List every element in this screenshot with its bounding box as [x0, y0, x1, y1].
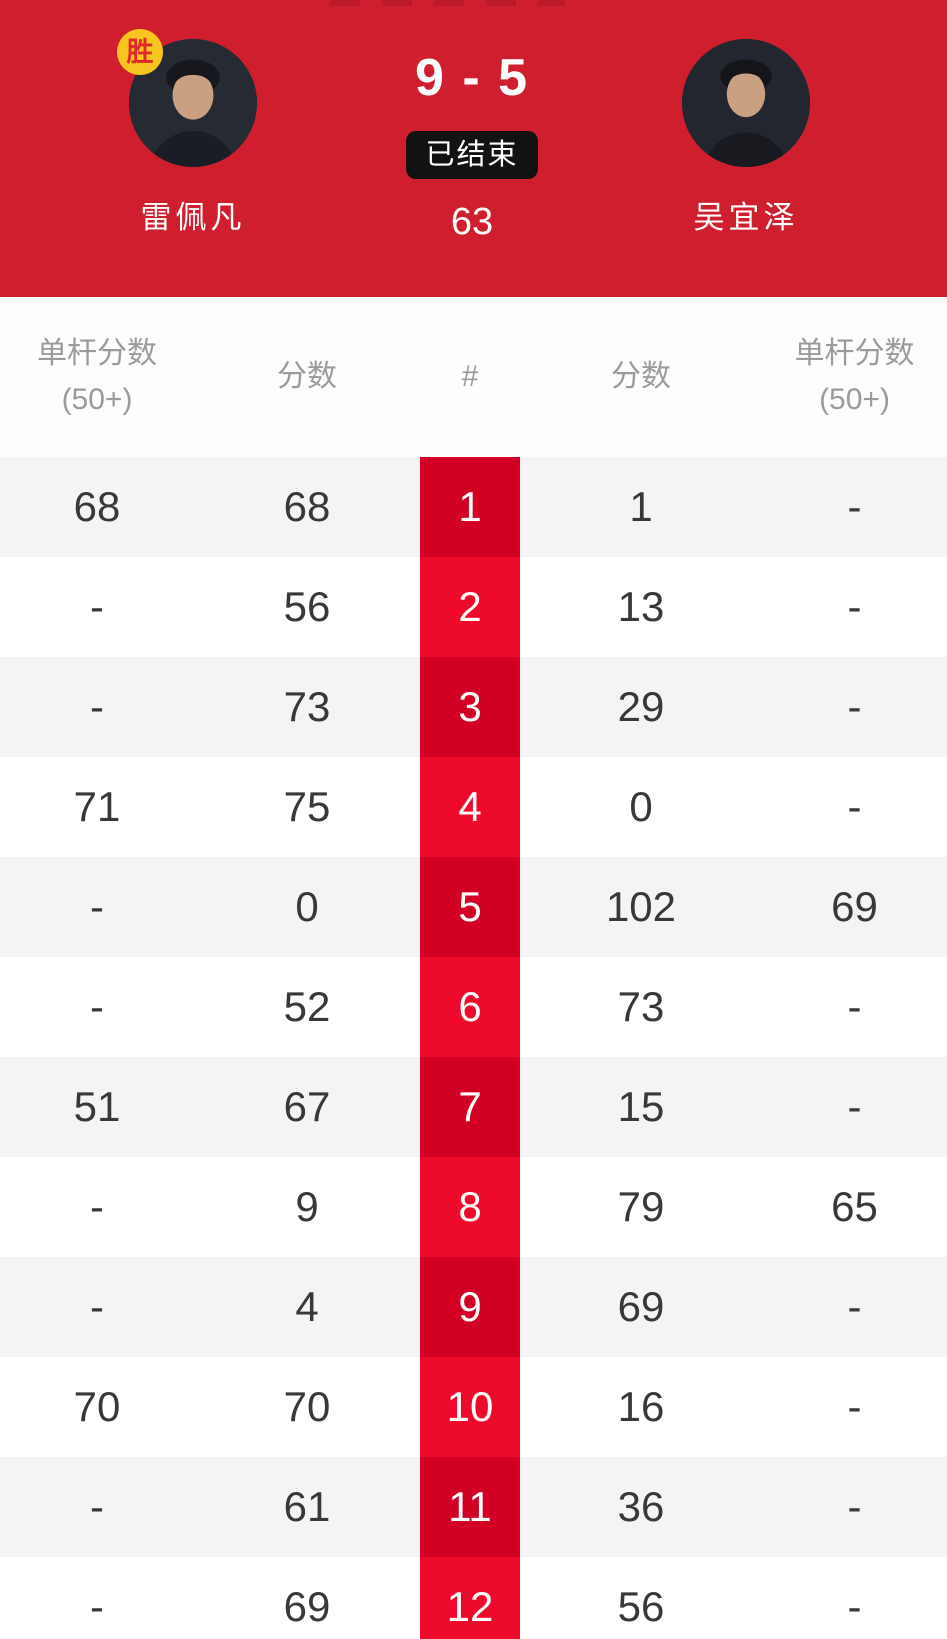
left-score-cell: 0 [295, 883, 319, 930]
right-score-cell: 79 [617, 1183, 665, 1230]
right-score-cell: 1 [629, 483, 653, 530]
right-break-cell: 65 [831, 1183, 878, 1230]
right-player-avatar[interactable] [682, 39, 810, 167]
left-score-cell: 70 [283, 1383, 331, 1430]
left-break-cell: - [90, 1183, 104, 1230]
match-header: 胜 雷佩凡 9 - 5 已结束 63 吴宜泽 [0, 0, 947, 297]
frame-number-cell: 6 [420, 957, 520, 1057]
col-header-text: (50+) [819, 383, 890, 416]
right-break-cell: - [847, 1483, 862, 1530]
frame-row: 68 68 1 1 - [0, 457, 947, 557]
left-player-name: 雷佩凡 [140, 200, 246, 235]
left-score-cell: 67 [283, 1083, 331, 1130]
frame-row: - 61 11 36 - [0, 1457, 947, 1557]
right-break-cell: - [847, 583, 862, 630]
frame-number-cell: 9 [420, 1257, 520, 1357]
frame-number-cell: 8 [420, 1157, 520, 1257]
frame-row: - 73 3 29 - [0, 657, 947, 757]
left-score-cell: 9 [295, 1183, 319, 1230]
right-score-cell: 29 [617, 683, 665, 730]
left-break-cell: - [90, 1283, 104, 1330]
left-player[interactable]: 胜 雷佩凡 [43, 0, 343, 297]
frame-number-cell: 5 [420, 857, 520, 957]
clipped-scroll-artifact [330, 0, 565, 6]
left-break-cell: 70 [73, 1383, 121, 1430]
right-break-cell: - [847, 1583, 862, 1630]
frame-row: 70 70 10 16 - [0, 1357, 947, 1457]
left-break-cell: - [90, 883, 104, 930]
left-score-cell: 73 [283, 683, 331, 730]
frame-row: 51 67 7 15 - [0, 1057, 947, 1157]
frame-row: - 0 5 102 69 [0, 857, 947, 957]
left-score-cell: 68 [283, 483, 331, 530]
match-score: 9 - 5 [414, 49, 530, 107]
left-break-cell: - [90, 983, 104, 1030]
right-break-cell: - [847, 783, 862, 830]
col-header-left-score: 分数 [194, 297, 420, 457]
left-break-cell: - [90, 583, 104, 630]
left-break-cell: 71 [73, 783, 121, 830]
right-score-cell: 73 [617, 983, 665, 1030]
col-header-text: 单杆分数 [794, 337, 915, 370]
col-header-text: # [461, 360, 479, 393]
frames-table-header: 单杆分数 (50+) 分数 # 分数 单杆分数 (50+) [0, 297, 947, 457]
match-status-badge: 已结束 [406, 131, 538, 179]
left-score-cell: 61 [283, 1483, 331, 1530]
frame-row: - 9 8 79 65 [0, 1157, 947, 1257]
right-break-cell: - [847, 1283, 862, 1330]
last-frame-score: 63 [450, 201, 494, 243]
frame-number-cell: 12 [420, 1557, 520, 1639]
left-score-cell: 75 [283, 783, 331, 830]
left-break-cell: - [90, 683, 104, 730]
right-break-cell: - [847, 683, 862, 730]
col-header-text: 分数 [277, 360, 337, 393]
left-score-cell: 52 [283, 983, 331, 1030]
left-break-cell: 51 [73, 1083, 121, 1130]
col-header-text: 单杆分数 [37, 337, 157, 370]
frame-number-cell: 1 [420, 457, 520, 557]
col-header-left-break: 单杆分数 (50+) [0, 297, 194, 457]
frame-number-cell: 11 [420, 1457, 520, 1557]
right-score-cell: 69 [617, 1283, 665, 1330]
right-score-cell: 102 [605, 883, 677, 930]
frame-row: - 56 2 13 - [0, 557, 947, 657]
col-header-text: 分数 [611, 360, 671, 393]
frame-number-cell: 4 [420, 757, 520, 857]
frame-row: - 69 12 56 - [0, 1557, 947, 1639]
frame-row: 71 75 4 0 - [0, 757, 947, 857]
left-score-cell: 4 [295, 1283, 319, 1330]
left-break-cell: - [90, 1483, 104, 1530]
frame-row: - 52 6 73 - [0, 957, 947, 1057]
right-break-cell: - [847, 1083, 862, 1130]
right-break-cell: - [847, 483, 862, 530]
right-break-cell: - [847, 983, 862, 1030]
frame-number-cell: 2 [420, 557, 520, 657]
right-break-cell: - [847, 1383, 862, 1430]
right-score-cell: 36 [617, 1483, 665, 1530]
frames-table-body: 68 68 1 1- -56 2 13- -73 3 29-71 75 4 0- -0 5 102 69-52 6… [0, 457, 947, 1639]
col-header-text: (50+) [61, 383, 133, 416]
right-score-cell: 16 [617, 1383, 665, 1430]
col-header-right-score: 分数 [520, 297, 762, 457]
left-break-cell: - [90, 1583, 104, 1630]
frame-number-cell: 7 [420, 1057, 520, 1157]
right-score-cell: 56 [617, 1583, 665, 1630]
left-score-cell: 69 [283, 1583, 331, 1630]
person-photo-icon [682, 39, 810, 167]
left-break-cell: 68 [73, 483, 121, 530]
frame-number-cell: 3 [420, 657, 520, 757]
col-header-right-break: 单杆分数 (50+) [762, 297, 947, 457]
frame-number-cell: 10 [420, 1357, 520, 1457]
right-score-cell: 0 [629, 783, 653, 830]
right-score-cell: 13 [617, 583, 665, 630]
right-score-cell: 15 [617, 1083, 665, 1130]
right-player[interactable]: 吴宜泽 [596, 0, 896, 297]
frame-row: - 4 9 69 - [0, 1257, 947, 1357]
right-break-cell: 69 [831, 883, 878, 930]
left-score-cell: 56 [283, 583, 331, 630]
col-header-frame-number: # [420, 297, 520, 457]
right-player-name: 吴宜泽 [693, 200, 799, 235]
winner-badge: 胜 [117, 29, 163, 75]
